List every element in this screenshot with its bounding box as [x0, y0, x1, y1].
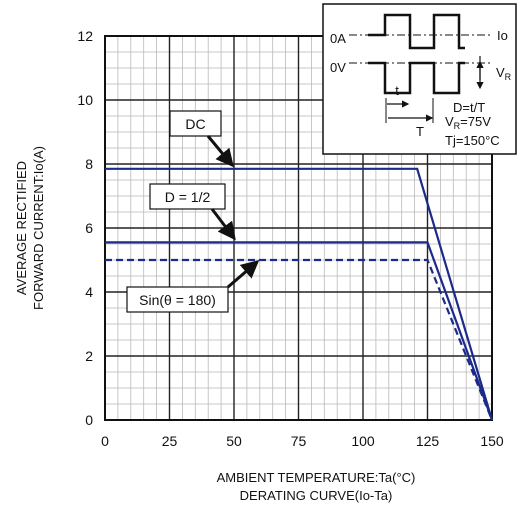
callout-half-box	[149, 183, 226, 210]
y-tick-label: 12	[77, 28, 93, 44]
inset-duty-label: D=t/T	[453, 100, 485, 115]
inset-frame	[322, 3, 517, 155]
y-tick-label: 8	[85, 156, 93, 172]
y-axis-title: AVERAGE RECTIFIED FORWARD CURRENT:Io(A)	[14, 146, 46, 310]
x-tick-label: 100	[351, 433, 375, 449]
inset-current-wave	[368, 13, 465, 50]
y-tick-label: 4	[85, 284, 93, 300]
waveform-inset: 0A 0V Io VR t T D=t/T VR=75V Tj=150°C	[322, 3, 517, 155]
callout-sin-label: Sin(θ = 180)	[139, 292, 216, 308]
x-axis-title: AMBIENT TEMPERATURE:Ta(°C)	[217, 470, 416, 485]
callout-dc-label: DC	[185, 116, 205, 132]
series-line-2	[105, 258, 494, 421]
inset-vr-main: V	[496, 65, 505, 80]
inset-0v-label: 0V	[330, 60, 346, 75]
inset-voltage-wave	[368, 61, 465, 95]
x-tick-labels: 0 25 50 75 100 125 150	[101, 433, 504, 449]
inset-io-label: Io	[497, 28, 508, 43]
inset-0a-label: 0A	[330, 31, 346, 46]
inset-T-label: T	[416, 124, 424, 139]
y-tick-label: 6	[85, 220, 93, 236]
inset-vr-sub: R	[505, 72, 512, 82]
plot-frame	[104, 35, 493, 421]
callout-dc-box	[169, 110, 222, 137]
y-axis-title-line2: FORWARD CURRENT:Io(A)	[31, 146, 46, 310]
inset-vr-value-sub: R	[454, 121, 461, 131]
x-tick-label: 125	[416, 433, 440, 449]
chart-caption: DERATING CURVE(Io-Ta)	[240, 488, 393, 503]
callout-dc: DC	[169, 110, 234, 168]
inset-vr-value-main: V	[445, 114, 454, 129]
series-line-1	[105, 241, 494, 421]
y-axis-title-line1: AVERAGE RECTIFIED	[14, 161, 29, 295]
y-tick-label: 10	[77, 92, 93, 108]
callout-dc-arrow	[206, 135, 234, 168]
inset-vr-value-rest: =75V	[460, 114, 491, 129]
x-tick-label: 75	[291, 433, 307, 449]
callout-half-arrow	[210, 208, 236, 241]
x-tick-label: 25	[162, 433, 178, 449]
callout-sin-box	[126, 286, 229, 313]
y-tick-label: 0	[85, 412, 93, 428]
x-tick-label: 150	[480, 433, 504, 449]
y-tick-labels: 0 2 4 6 8 10 12	[77, 28, 93, 428]
inset-t-label: t	[395, 83, 399, 98]
x-tick-label: 0	[101, 433, 109, 449]
y-tick-label: 2	[85, 348, 93, 364]
callout-half: D = 1/2	[149, 183, 236, 241]
callout-sin: Sin(θ = 180)	[126, 260, 260, 313]
callout-sin-arrow	[227, 260, 260, 289]
x-tick-label: 50	[226, 433, 242, 449]
inset-vr-value: VR=75V	[445, 114, 491, 131]
callout-half-label: D = 1/2	[165, 189, 211, 205]
inset-tj-label: Tj=150°C	[445, 133, 500, 148]
inset-vr-label: VR	[496, 65, 512, 82]
series-line-0	[105, 167, 494, 421]
series-layer	[105, 167, 494, 421]
